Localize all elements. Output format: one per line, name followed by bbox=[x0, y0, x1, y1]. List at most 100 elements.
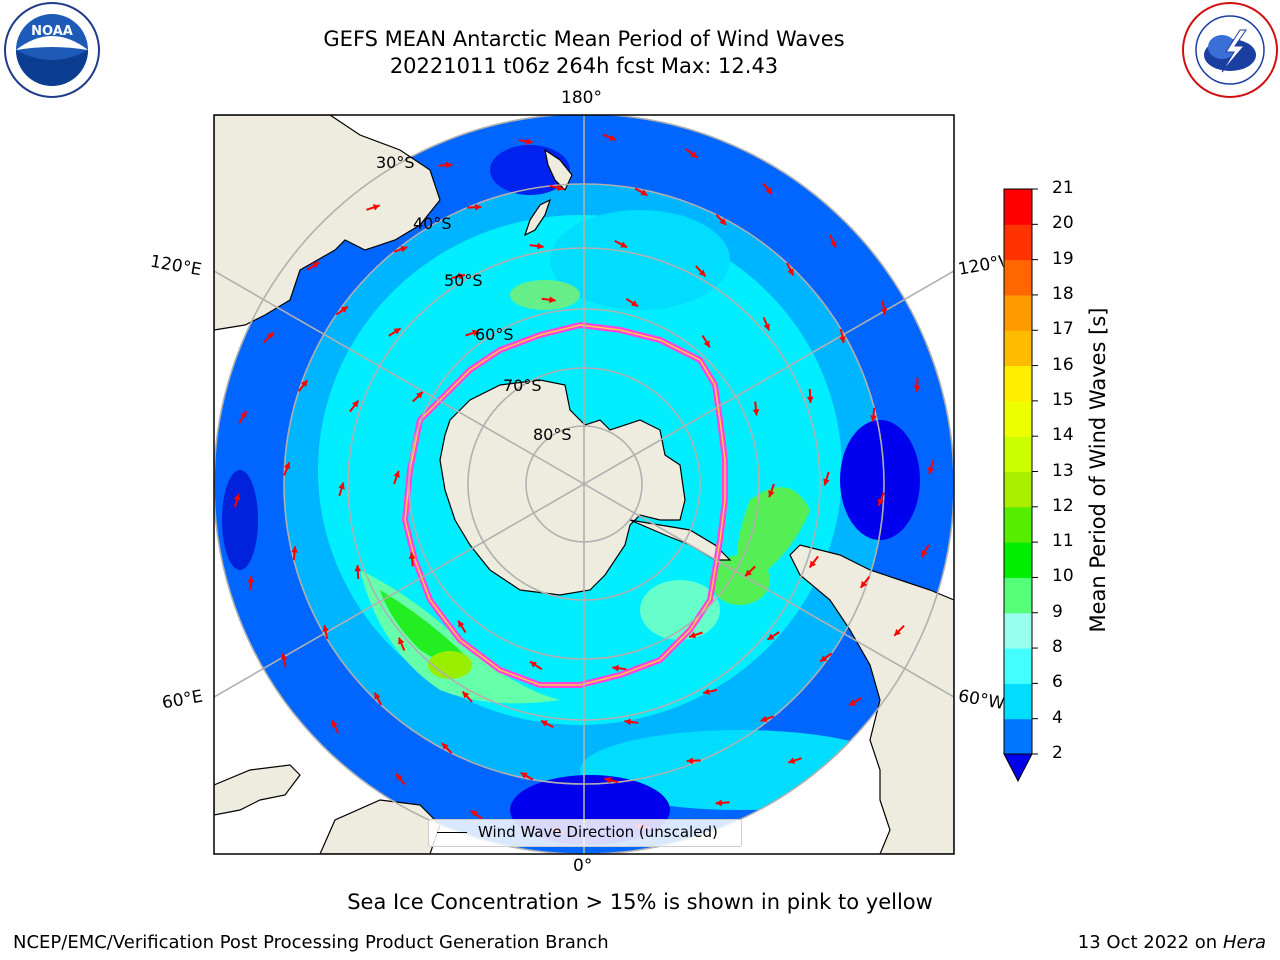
colorbar-tick-label: 18 bbox=[1052, 283, 1074, 304]
wind-arrow-head bbox=[703, 340, 710, 348]
wind-arrow-head bbox=[880, 308, 888, 315]
wind-arrow-head bbox=[719, 218, 727, 225]
wind-arrow-head bbox=[788, 757, 796, 764]
colorbar-tick-label: 16 bbox=[1052, 354, 1074, 375]
wind-arrow-head bbox=[283, 462, 291, 470]
wind-arrow-head bbox=[475, 203, 482, 211]
wind-arrow-head bbox=[608, 134, 616, 141]
lat-label-80s: 80°S bbox=[533, 425, 572, 444]
wind-arrow-head bbox=[765, 187, 772, 195]
wind-arrow-head bbox=[526, 138, 533, 145]
wind-arrow-head bbox=[352, 400, 359, 408]
lat-label-50s: 50°S bbox=[444, 271, 483, 290]
wind-arrow-head bbox=[462, 691, 470, 699]
colorbar-tick-label: 15 bbox=[1052, 389, 1074, 410]
wind-arrow-head bbox=[839, 336, 846, 343]
wind-arrow-head bbox=[267, 332, 274, 339]
lat-label-60s: 60°S bbox=[475, 325, 514, 344]
wind-arrow-head bbox=[331, 720, 338, 728]
noaa-logo-text: NOAA bbox=[31, 24, 73, 39]
colorbar-title: Mean Period of Wind Waves [s] bbox=[1086, 307, 1110, 633]
wind-arrow-head bbox=[877, 498, 885, 506]
lat-label-30s: 30°S bbox=[376, 153, 415, 172]
colorbar-segment bbox=[1004, 436, 1032, 472]
wind-arrow-head bbox=[913, 385, 921, 392]
colorbar-extend-arrow bbox=[1003, 753, 1033, 783]
wind-arrow-head bbox=[441, 743, 449, 750]
footer-host: Hera bbox=[1222, 932, 1266, 953]
lat-label-70s: 70°S bbox=[503, 376, 542, 395]
wind-arrow-head bbox=[322, 625, 329, 632]
wind-arrow-head bbox=[870, 415, 877, 422]
colorbar-tick-label: 8 bbox=[1052, 637, 1063, 658]
wind-arrow-head bbox=[806, 396, 814, 403]
colorbar-segment bbox=[1004, 294, 1032, 331]
colorbar-tick-label: 9 bbox=[1052, 601, 1063, 622]
wind-arrow-head bbox=[760, 715, 768, 722]
wind-arrow-head bbox=[247, 576, 255, 583]
colorbar-segment bbox=[1004, 612, 1032, 649]
colorbar-segment bbox=[1004, 259, 1032, 296]
colorbar-tick-label: 14 bbox=[1052, 425, 1074, 446]
wind-arrow-head bbox=[354, 565, 362, 572]
wind-arrow-head bbox=[689, 631, 697, 639]
lon-label-bottom: 0° bbox=[573, 856, 593, 876]
colorbar-segment bbox=[1004, 542, 1032, 578]
colorbar-segment bbox=[1004, 648, 1032, 684]
wind-arrow-head bbox=[540, 720, 548, 727]
wind-arrow-head bbox=[470, 810, 478, 817]
map-legend: Wind Wave Direction (unscaled) bbox=[428, 819, 742, 847]
legend-line-sample bbox=[437, 832, 467, 833]
wind-arrow-head bbox=[396, 773, 403, 781]
wind-arrow-head bbox=[338, 482, 345, 490]
wind-arrow-head bbox=[520, 772, 528, 779]
title-line-2: 20221011 t06z 264h fcst Max: 12.43 bbox=[389, 54, 779, 78]
wind-arrow-head bbox=[549, 296, 556, 304]
wind-arrow-head bbox=[620, 241, 628, 248]
wind-arrow-head bbox=[372, 204, 380, 211]
wind-arrow-head bbox=[312, 262, 319, 269]
wind-arrow-head bbox=[698, 269, 706, 277]
wind-arrow-head bbox=[820, 655, 828, 662]
colorbar-segment bbox=[1004, 330, 1032, 367]
wind-arrow-head bbox=[537, 242, 544, 250]
wind-arrow-head bbox=[690, 151, 698, 158]
wind-arrow-head bbox=[612, 664, 619, 672]
colorbar-segment bbox=[1004, 718, 1032, 755]
colorbar-tick-label: 20 bbox=[1052, 213, 1074, 234]
wind-arrow-head bbox=[300, 380, 308, 388]
wind-arrow-head bbox=[624, 718, 631, 726]
colorbar-segment bbox=[1004, 224, 1032, 261]
colorbar-tick-label: 10 bbox=[1052, 566, 1074, 587]
colorbar-tick-label: 12 bbox=[1052, 495, 1074, 516]
map-border bbox=[213, 114, 955, 855]
wind-arrow-head bbox=[745, 569, 752, 577]
colorbar-segment bbox=[1004, 577, 1032, 614]
wind-arrow-head bbox=[768, 490, 775, 498]
footer-credit: NCEP/EMC/Verification Post Processing Pr… bbox=[13, 932, 609, 953]
colorbar-tick-label: 4 bbox=[1052, 707, 1063, 728]
wind-arrow-head bbox=[860, 580, 868, 588]
wind-arrow-head bbox=[471, 329, 479, 337]
footer-date: 13 Oct 2022 on Hera bbox=[1078, 932, 1266, 953]
wind-arrow-head bbox=[640, 189, 648, 196]
wind-arrow-head bbox=[445, 161, 453, 169]
wind-arrow-head bbox=[233, 493, 241, 501]
graticule bbox=[214, 115, 954, 854]
wind-arrow-head bbox=[458, 273, 465, 280]
wind-arrow-head bbox=[752, 409, 760, 416]
sea-ice-inner-edge bbox=[404, 324, 726, 686]
wind-arrow-head bbox=[530, 661, 537, 668]
colorbar-tick-label: 2 bbox=[1052, 743, 1063, 763]
wind-arrow-head bbox=[556, 184, 564, 191]
colorbar-tick-label: 19 bbox=[1052, 248, 1074, 269]
legend-label: Wind Wave Direction (unscaled) bbox=[478, 823, 718, 841]
wind-arrow-head bbox=[823, 478, 830, 486]
wind-arrow-head bbox=[927, 467, 935, 475]
nws-logo bbox=[1182, 2, 1278, 98]
wind-arrow-head bbox=[240, 410, 247, 418]
wind-arrow-head bbox=[686, 757, 693, 765]
colorbar-segment bbox=[1004, 189, 1032, 225]
wind-arrow-head bbox=[280, 653, 288, 660]
wind-arrow-head bbox=[374, 692, 381, 700]
